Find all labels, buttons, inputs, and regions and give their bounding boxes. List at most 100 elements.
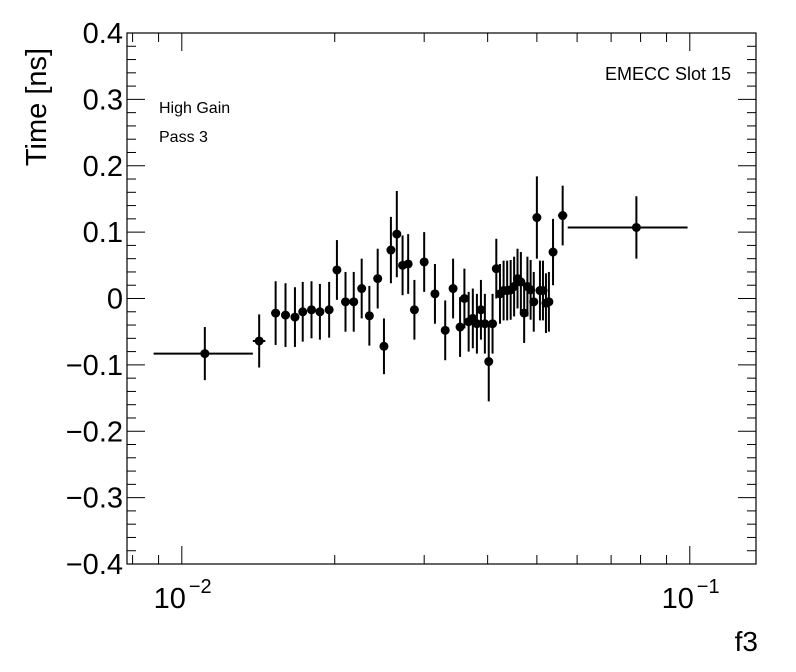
point-marker — [440, 325, 450, 335]
data-point — [332, 240, 342, 300]
point-marker — [455, 322, 465, 332]
minor-ticks — [127, 32, 756, 565]
point-marker — [298, 307, 308, 317]
point-marker — [459, 294, 469, 303]
point-marker — [290, 312, 300, 322]
point-marker — [430, 289, 440, 299]
point-marker — [373, 274, 383, 284]
point-marker — [516, 277, 526, 287]
data-point — [357, 258, 367, 319]
y-axis-label: Time [ns] — [21, 48, 53, 166]
data-point — [298, 281, 308, 342]
data-point — [281, 283, 291, 347]
data-points — [153, 176, 688, 402]
data-point — [324, 281, 334, 338]
y-tick-label: 0.4 — [83, 18, 123, 50]
point-marker — [476, 305, 486, 315]
data-point — [472, 293, 482, 354]
data-point — [516, 252, 526, 312]
data-point — [386, 216, 396, 284]
point-marker — [509, 282, 519, 292]
point-marker — [403, 259, 413, 269]
point-marker — [200, 349, 210, 359]
data-point — [529, 271, 539, 332]
data-point — [364, 285, 374, 346]
data-point — [567, 196, 688, 259]
data-point — [340, 271, 350, 332]
x-tick-exponent: −1 — [697, 576, 720, 598]
point-marker — [558, 211, 568, 221]
x-tick-label: 10 — [662, 583, 694, 615]
y-tick-label: −0.3 — [66, 483, 123, 515]
annotation-slot: EMECC Slot 15 — [605, 64, 731, 84]
data-point — [476, 279, 486, 340]
point-marker — [386, 245, 396, 255]
y-tick-label: 0.3 — [83, 84, 123, 116]
data-point — [392, 190, 402, 278]
point-marker — [532, 213, 542, 223]
point-marker — [419, 257, 429, 267]
annotation-pass: Pass 3 — [159, 129, 208, 146]
point-marker — [364, 311, 374, 321]
data-point — [306, 281, 316, 339]
data-point — [440, 300, 450, 361]
point-marker — [544, 297, 554, 307]
y-tick-label: −0.2 — [66, 416, 123, 448]
x-axis: 10 −2 10 −1 — [154, 576, 720, 615]
y-tick-label: 0 — [107, 284, 123, 316]
point-marker — [340, 297, 350, 307]
data-point — [448, 258, 458, 319]
point-marker — [472, 319, 482, 329]
y-tick-label: 0.2 — [83, 151, 123, 183]
point-marker — [281, 310, 291, 320]
data-point — [419, 232, 429, 292]
point-marker — [315, 307, 325, 317]
x-axis-label: f3 — [735, 626, 758, 657]
data-point — [403, 234, 413, 294]
point-marker — [324, 305, 334, 315]
y-axis: −0.4 −0.3 −0.2 −0.1 0 0.1 0.2 0.3 0.4 — [66, 18, 123, 581]
y-tick-label: −0.4 — [66, 549, 123, 581]
data-point — [409, 279, 419, 340]
point-marker — [409, 305, 419, 315]
point-marker — [392, 229, 402, 239]
annotation-gain: High Gain — [159, 100, 230, 117]
data-point — [349, 271, 359, 332]
data-point — [373, 248, 383, 309]
data-point — [491, 238, 501, 299]
data-point — [459, 268, 469, 329]
data-point — [252, 314, 266, 368]
data-point — [430, 263, 440, 324]
point-marker — [254, 336, 264, 346]
data-point — [290, 287, 300, 347]
data-point — [488, 293, 498, 354]
data-point — [532, 176, 542, 259]
data-point — [509, 256, 519, 317]
point-marker — [332, 265, 342, 275]
point-marker — [484, 357, 494, 367]
point-marker — [306, 305, 316, 315]
data-point — [548, 218, 558, 286]
data-point — [544, 271, 554, 332]
point-marker — [491, 264, 501, 274]
point-marker — [529, 297, 539, 307]
data-point — [484, 321, 494, 402]
point-marker — [548, 247, 558, 257]
data-point — [315, 283, 325, 340]
y-tick-label: −0.1 — [66, 350, 123, 382]
x-tick-label: 10 — [154, 583, 186, 615]
data-point — [271, 281, 281, 345]
data-point — [379, 318, 389, 375]
point-marker — [357, 284, 367, 294]
point-marker — [488, 319, 498, 329]
data-point — [557, 185, 568, 246]
data-point — [455, 297, 465, 357]
point-marker — [379, 341, 389, 351]
point-marker — [631, 222, 641, 232]
data-point — [480, 293, 490, 354]
y-tick-label: 0.1 — [83, 217, 123, 249]
point-marker — [480, 319, 490, 329]
x-tick-exponent: −2 — [189, 576, 212, 598]
plot-frame — [126, 32, 757, 565]
